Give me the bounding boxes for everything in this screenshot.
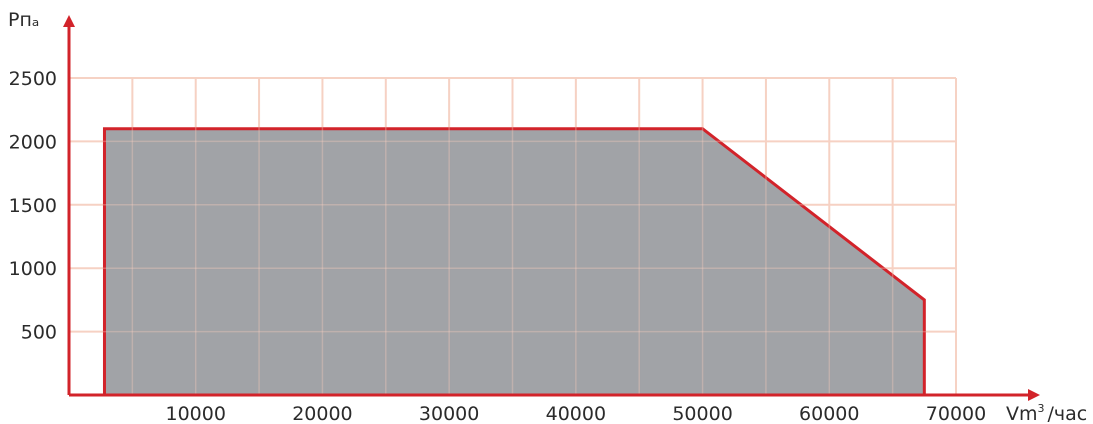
x-tick-label: 60000 [799, 403, 859, 424]
x-tick-label: 10000 [165, 403, 225, 424]
x-axis-title-sup: 3 [1038, 402, 1045, 415]
y-tick-label: 2500 [9, 68, 57, 90]
y-axis-arrow [63, 15, 75, 27]
axes [63, 15, 1040, 401]
y-tick-label: 1500 [9, 195, 57, 217]
area-fill [104, 128, 925, 395]
y-axis-title: Рпₐ [8, 9, 39, 31]
x-tick-label: 30000 [419, 403, 479, 424]
x-tick-label: 70000 [926, 403, 986, 424]
x-tick-label: 50000 [672, 403, 732, 424]
y-tick-label: 1000 [9, 258, 57, 280]
y-tick-label: 2000 [9, 131, 57, 153]
y-tick-labels: 500 1000 1500 2000 2500 [9, 68, 57, 344]
operating-area [69, 78, 956, 395]
x-axis-title-main: Vm [1006, 403, 1038, 424]
x-tick-label: 20000 [292, 403, 352, 424]
y-tick-label: 500 [21, 322, 57, 344]
x-axis-title-tail: /час [1048, 403, 1088, 424]
x-tick-labels: 10000 20000 30000 40000 50000 60000 70000 [165, 403, 986, 424]
x-axis-title: Vm3/час [1006, 402, 1087, 424]
x-axis-arrow [1028, 389, 1040, 401]
area-outline [102, 127, 926, 395]
x-tick-label: 40000 [546, 403, 606, 424]
